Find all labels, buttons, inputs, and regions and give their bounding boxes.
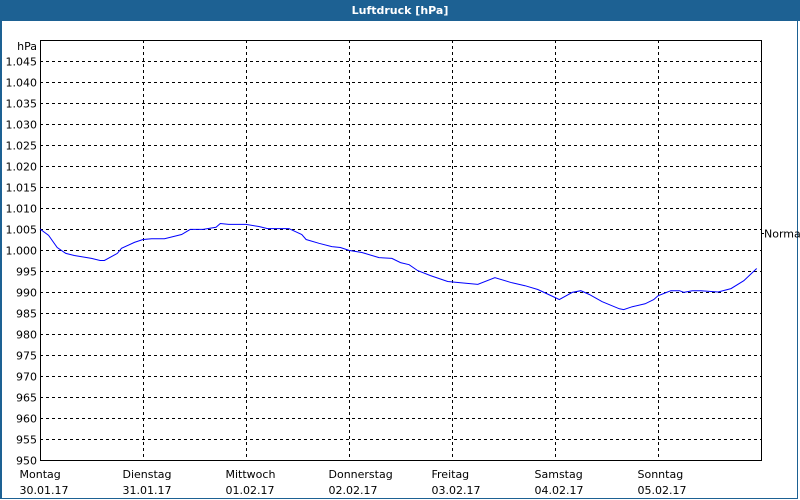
- x-tick-day: Montag: [20, 468, 61, 481]
- x-tick-date: 05.02.17: [638, 484, 687, 497]
- y-tick-label: 965: [16, 392, 37, 405]
- y-tick-label: 950: [16, 455, 37, 468]
- x-tick-date: 04.02.17: [535, 484, 584, 497]
- window-frame: [0, 21, 798, 499]
- y-tick-label: 1.000: [6, 245, 38, 258]
- y-tick-label: 960: [16, 413, 37, 426]
- x-tick-date: 31.01.17: [123, 484, 172, 497]
- x-tick-date: 03.02.17: [432, 484, 481, 497]
- plot-area-border: [40, 40, 762, 461]
- y-tick-label: 990: [16, 287, 37, 300]
- pressure-series-line: [39, 222, 758, 311]
- chart-title: Luftdruck [hPa]: [351, 4, 449, 17]
- y-tick-label: 1.005: [6, 224, 38, 237]
- y-tick-label: 985: [16, 308, 37, 321]
- y-tick-label: 1.045: [6, 56, 38, 69]
- x-tick-date: 01.02.17: [226, 484, 275, 497]
- y-axis-unit: hPa: [17, 40, 37, 53]
- y-tick-label: 1.040: [6, 77, 38, 90]
- y-tick-label: 1.030: [6, 119, 38, 132]
- y-tick-label: 1.025: [6, 140, 38, 153]
- x-tick-date: 02.02.17: [329, 484, 378, 497]
- y-tick-label: 1.020: [6, 161, 38, 174]
- y-tick-label: 975: [16, 350, 37, 363]
- y-tick-label: 1.035: [6, 98, 38, 111]
- y-tick-label: 1.015: [6, 182, 38, 195]
- y-tick-label: 1.010: [6, 203, 38, 216]
- x-tick-day: Samstag: [535, 468, 583, 481]
- x-tick-day: Mittwoch: [226, 468, 276, 481]
- x-tick-day: Donnerstag: [329, 468, 393, 481]
- x-tick-day: Dienstag: [123, 468, 172, 481]
- y-tick-label: 995: [16, 266, 37, 279]
- y-tick-label: 955: [16, 434, 37, 447]
- window-title-bar: Luftdruck [hPa]: [0, 0, 800, 21]
- x-tick-date: 30.01.17: [20, 484, 69, 497]
- normal-label: Normal: [764, 228, 800, 241]
- x-tick-day: Freitag: [432, 468, 470, 481]
- y-tick-label: 970: [16, 371, 37, 384]
- y-tick-label: 980: [16, 329, 37, 342]
- x-tick-day: Sonntag: [638, 468, 684, 481]
